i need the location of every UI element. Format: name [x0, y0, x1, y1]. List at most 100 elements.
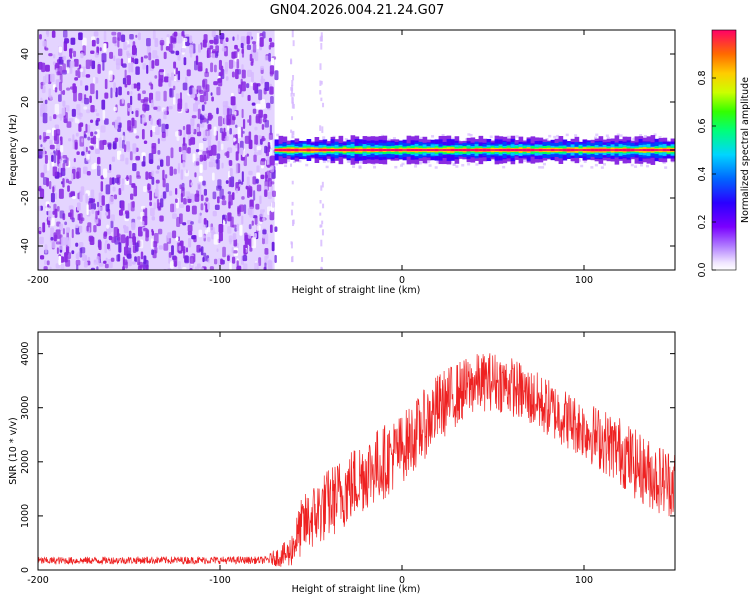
heatmap-cell	[191, 115, 197, 119]
colorbar-label: Normalized spectral amplitude	[740, 77, 750, 223]
heatmap-cell	[249, 114, 252, 126]
heatmap-cell	[626, 148, 632, 152]
heatmap-cell	[247, 69, 252, 78]
heatmap-cell	[44, 104, 48, 113]
heatmap-cell	[206, 130, 212, 141]
heatmap-cell	[121, 34, 126, 43]
heatmap-cell	[44, 154, 48, 164]
heatmap-cell	[81, 138, 84, 143]
heatmap-cell	[47, 210, 52, 221]
heatmap-cell	[79, 122, 84, 127]
heatmap-cell	[46, 177, 49, 187]
heatmap-cell	[48, 219, 51, 228]
heatmap-cell	[198, 151, 202, 155]
heatmap-cell	[198, 44, 201, 53]
heatmap-cell	[90, 267, 96, 270]
heatmap-cell	[71, 250, 75, 255]
heatmap-cell	[155, 179, 160, 184]
heatmap-cell	[177, 236, 180, 242]
heatmap-cell	[382, 149, 388, 151]
heatmap-cell	[206, 118, 209, 124]
heatmap-cell	[140, 205, 146, 210]
heatmap-cell	[206, 150, 210, 159]
heatmap-cell	[253, 144, 257, 152]
heatmap-cell	[135, 155, 141, 161]
heatmap-cell	[64, 37, 69, 44]
heatmap-cell	[187, 147, 191, 154]
heatmap-cell	[232, 36, 235, 41]
heatmap-cell	[40, 84, 43, 90]
heatmap-cell	[419, 160, 423, 164]
heatmap-cell	[305, 163, 309, 167]
heatmap-cell	[262, 233, 266, 239]
heatmap-cell	[234, 110, 237, 116]
heatmap-cell	[218, 258, 221, 267]
heatmap-cell	[132, 41, 136, 49]
heatmap-cell	[156, 105, 161, 112]
heatmap-cell	[358, 149, 364, 151]
heatmap-cell	[130, 62, 134, 73]
heatmap-cell	[65, 237, 69, 244]
heatmap-cell	[116, 254, 120, 262]
heatmap-cell	[172, 230, 177, 239]
heatmap-cell	[110, 214, 115, 222]
heatmap-cell	[89, 119, 94, 123]
figure-title: GN04.2026.004.21.24.G07	[270, 3, 445, 18]
heatmap-cell	[166, 106, 169, 112]
heatmap-cell	[258, 257, 262, 267]
heatmap-cell	[225, 37, 229, 42]
heatmap-cell	[251, 220, 254, 226]
heatmap-cell	[95, 119, 99, 126]
heatmap-cell	[330, 148, 336, 152]
heatmap-cell	[119, 154, 125, 162]
heatmap-cell	[67, 138, 72, 142]
heatmap-cell	[209, 45, 214, 50]
heatmap-cell	[264, 189, 268, 197]
heatmap-cell	[292, 160, 296, 163]
heatmap-cell	[86, 109, 91, 114]
heatmap-cell	[191, 205, 197, 215]
heatmap-cell	[83, 106, 88, 110]
heatmap-cell	[118, 122, 122, 129]
heatmap-cell	[232, 224, 237, 228]
heatmap-cell	[231, 256, 236, 264]
heatmap-cell	[113, 106, 117, 112]
snr-frame	[37, 331, 676, 571]
heatmap-cell	[113, 194, 118, 200]
heatmap-cell	[247, 233, 252, 239]
heatmap-cell	[207, 115, 210, 119]
heatmap-cell	[638, 149, 644, 151]
heatmap-cell	[126, 53, 131, 59]
heatmap-cell	[202, 79, 205, 88]
heatmap-cell	[522, 148, 528, 152]
heatmap-cell	[166, 37, 169, 48]
heatmap-cell	[42, 112, 48, 124]
heatmap-cell	[76, 151, 80, 155]
heatmap-cell	[523, 159, 527, 162]
heatmap-cell	[76, 202, 81, 211]
heatmap-cell	[65, 259, 71, 267]
heatmap-cell	[162, 169, 165, 181]
heatmap-cell	[194, 193, 200, 202]
heatmap-cell	[290, 209, 293, 216]
heatmap-cell	[269, 124, 272, 136]
heatmap-cell	[159, 215, 164, 222]
heatmap-cell	[84, 255, 88, 265]
heatmap-cell	[185, 247, 189, 253]
spectrogram-panel: -200 -100 0 100 40 20 0 -20 -40 Height of strai…	[8, 29, 676, 296]
heatmap-cell	[192, 153, 196, 163]
heatmap-cell	[134, 256, 137, 263]
heatmap-cell	[600, 166, 604, 169]
heatmap-cell	[162, 269, 168, 270]
heatmap-cell	[282, 148, 288, 152]
heatmap-cell	[58, 56, 64, 65]
heatmap-cell	[150, 207, 155, 217]
heatmap-cell	[106, 243, 110, 250]
heatmap-cell	[165, 46, 170, 51]
heatmap-cell	[42, 146, 46, 157]
heatmap-cell	[167, 267, 172, 270]
heatmap-cell	[88, 235, 94, 242]
heatmap-cell	[237, 142, 240, 154]
heatmap-cell	[241, 48, 244, 54]
heatmap-cell	[118, 242, 122, 253]
